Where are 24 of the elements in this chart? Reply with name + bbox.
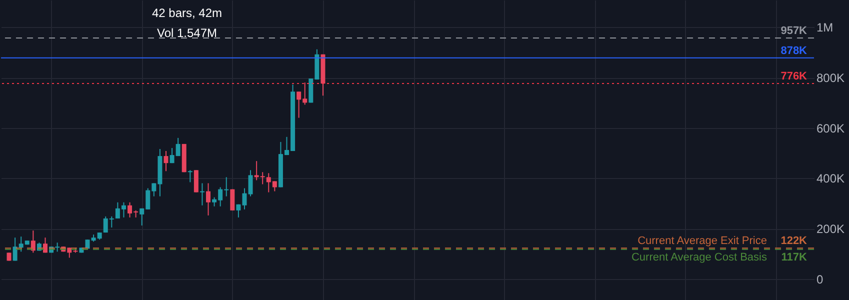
candlestick [188, 170, 192, 183]
candlestick [194, 170, 198, 193]
y-tick-label: 800K [816, 71, 845, 86]
annotation: Current Average Exit Price [638, 235, 767, 248]
ref-line-label: 957K [780, 25, 808, 38]
candlestick [248, 170, 253, 197]
candlestick [164, 150, 168, 172]
y-tick-label: 400K [816, 172, 845, 186]
annotation: Vol 1.547M [156, 26, 218, 40]
y-tick-label: 600K [816, 121, 845, 136]
y-tick-label: 200K [816, 222, 845, 236]
annotation: 42 bars, 42m [152, 6, 222, 20]
ref-line-label: 878K [780, 44, 808, 57]
candlestick [206, 182, 211, 216]
candlestick [42, 237, 48, 254]
ref-line-label: 776K [780, 70, 808, 83]
y-tick-label: 1M [816, 20, 834, 35]
ref-line-label: 117K [781, 251, 808, 264]
candlestick [30, 230, 36, 254]
candlestick [230, 188, 235, 211]
ref-line-label: 122K [780, 235, 808, 248]
y-tick-label: 0 [816, 272, 824, 286]
annotation: Current Average Cost Basis [631, 251, 768, 264]
candlestick [200, 182, 204, 206]
